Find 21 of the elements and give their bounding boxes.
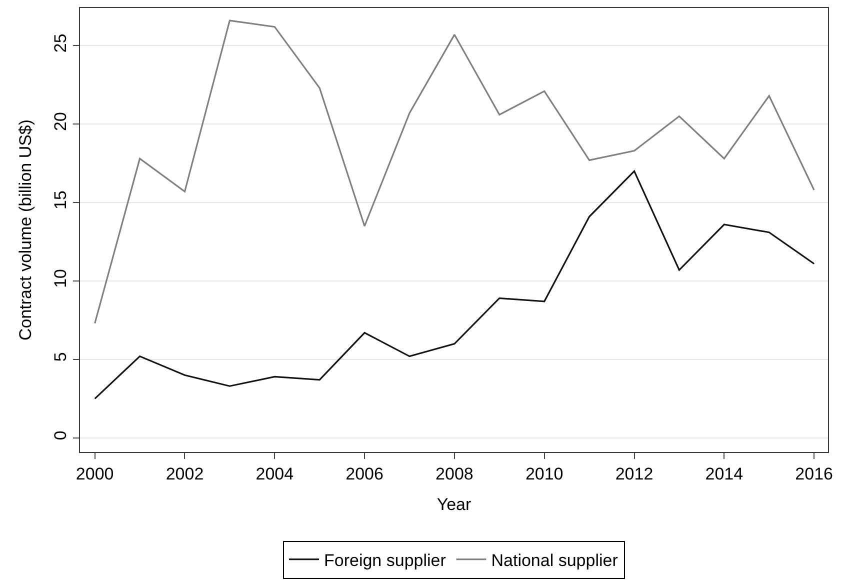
x-tick-label: 2012	[615, 464, 654, 484]
legend-label: Foreign supplier	[324, 550, 446, 570]
legend-label: National supplier	[491, 550, 618, 570]
line-series	[94, 170, 815, 400]
x-tick-label: 2002	[166, 464, 204, 484]
x-tick-label: 2008	[436, 464, 474, 484]
x-tick-label: 2014	[705, 464, 744, 484]
x-tick-label: 2000	[76, 464, 114, 484]
line-series	[94, 20, 815, 324]
y-tick-label: 25	[51, 34, 70, 53]
y-axis-title: Contract volume (billion US$)	[16, 119, 35, 341]
x-tick-label: 2010	[525, 464, 564, 484]
y-tick-label: 15	[51, 190, 70, 210]
y-tick-label: 20	[51, 112, 70, 132]
x-tick-label: 2006	[346, 464, 384, 484]
x-tick-label: 2016	[795, 464, 833, 484]
y-tick-label: 0	[51, 430, 70, 440]
y-tick-label: 10	[51, 268, 70, 288]
x-tick-label: 2004	[256, 464, 294, 484]
y-tick-label: 5	[51, 352, 70, 362]
x-axis-title: Year	[436, 494, 472, 514]
